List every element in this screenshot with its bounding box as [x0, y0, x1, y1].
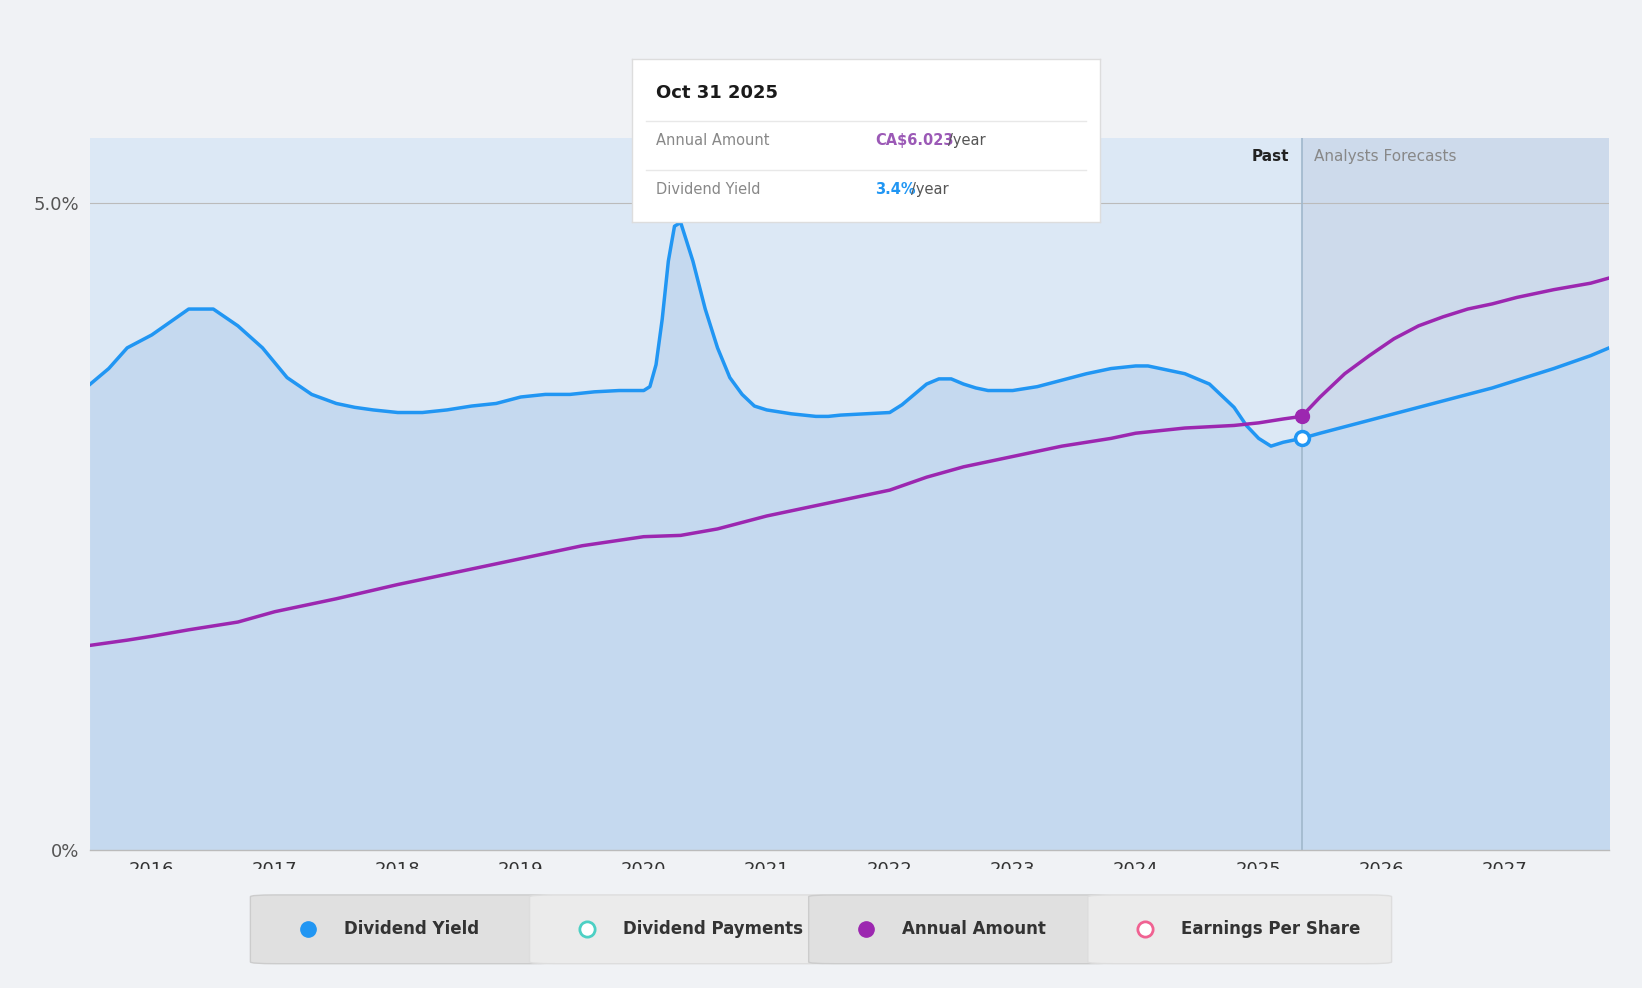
FancyBboxPatch shape — [250, 895, 555, 963]
Text: /year: /year — [911, 182, 947, 197]
FancyBboxPatch shape — [808, 895, 1113, 963]
Text: Dividend Yield: Dividend Yield — [343, 920, 479, 939]
Text: Annual Amount: Annual Amount — [903, 920, 1046, 939]
Text: /year: /year — [947, 132, 985, 147]
FancyBboxPatch shape — [1087, 895, 1391, 963]
Text: Oct 31 2025: Oct 31 2025 — [655, 84, 778, 102]
Text: Earnings Per Share: Earnings Per Share — [1182, 920, 1361, 939]
Text: Past: Past — [1251, 149, 1289, 164]
Text: Dividend Yield: Dividend Yield — [655, 182, 760, 197]
Text: CA$6.023: CA$6.023 — [875, 132, 954, 147]
FancyBboxPatch shape — [529, 895, 832, 963]
Text: Analysts Forecasts: Analysts Forecasts — [1314, 149, 1456, 164]
Text: Dividend Payments: Dividend Payments — [624, 920, 803, 939]
Text: 3.4%: 3.4% — [875, 182, 916, 197]
Text: Annual Amount: Annual Amount — [655, 132, 768, 147]
Bar — [1302, 138, 1609, 850]
